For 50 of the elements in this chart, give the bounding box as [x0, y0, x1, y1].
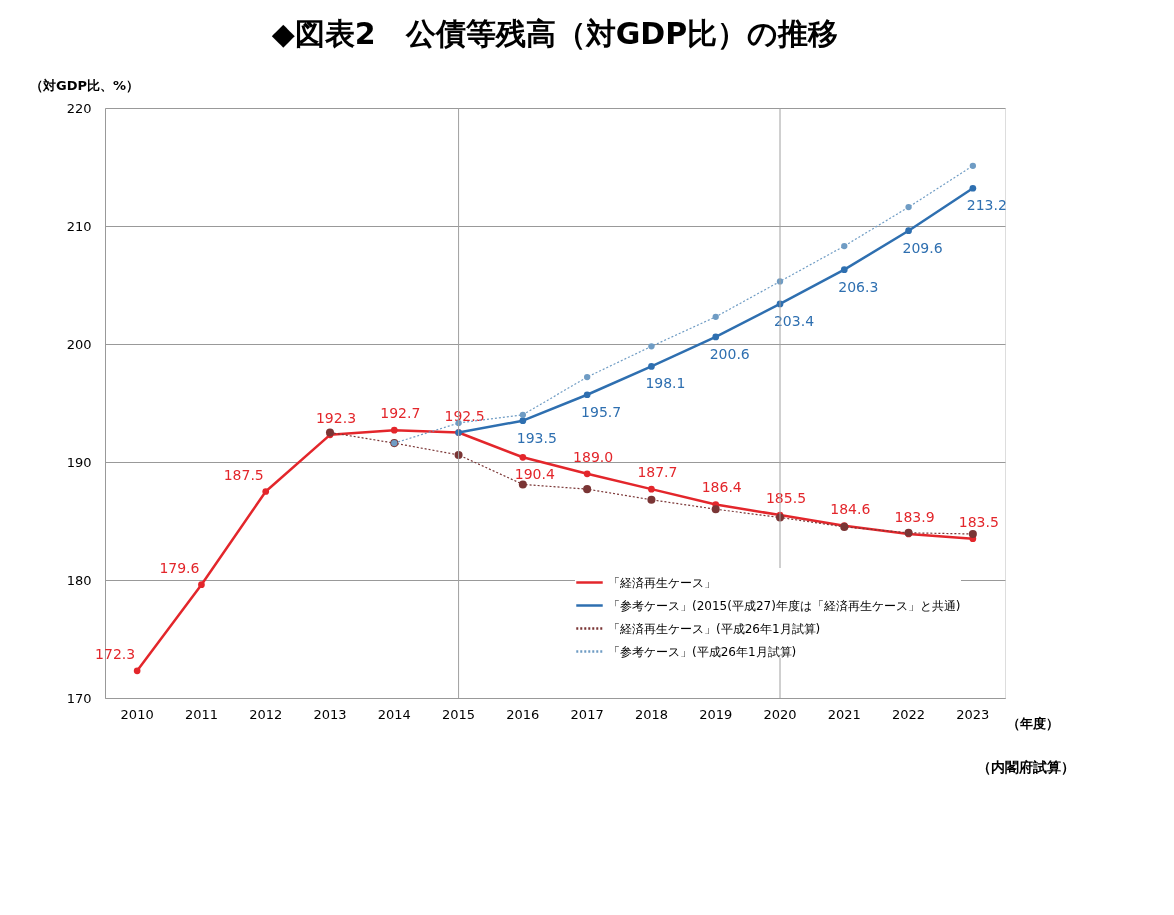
chart-title: ◆図表2 公債等残高（対GDP比）の推移 — [271, 16, 839, 51]
y-tick-label: 190 — [66, 454, 92, 470]
x-tick-label: 2015 — [442, 706, 476, 722]
x-tick-label: 2016 — [506, 706, 540, 722]
x-tick-label: 2021 — [827, 706, 861, 722]
y-axis-title: （対GDP比、%） — [30, 78, 140, 93]
data-label: 213.2 — [966, 197, 1007, 214]
data-label: 209.6 — [902, 239, 943, 256]
data-label: 183.9 — [894, 508, 935, 525]
data-label: 200.6 — [709, 345, 750, 362]
data-label: 172.3 — [95, 645, 136, 662]
data-label: 198.1 — [645, 375, 686, 392]
data-label: 192.7 — [380, 405, 421, 422]
data-label: 187.7 — [637, 464, 678, 481]
x-axis-title: （年度） — [1007, 716, 1059, 731]
x-tick-label: 2020 — [763, 706, 797, 722]
x-tick-label: 2023 — [956, 706, 990, 722]
x-tick-label: 2022 — [892, 706, 926, 722]
legend-label: 「参考ケース」(平成26年1月試算) — [608, 644, 797, 659]
data-label: 206.3 — [838, 278, 879, 295]
legend-label: 「経済再生ケース」(平成26年1月試算) — [608, 621, 821, 636]
x-tick-label: 2012 — [249, 706, 283, 722]
data-label: 192.5 — [444, 407, 485, 424]
y-tick-label: 200 — [66, 336, 92, 352]
y-tick-label: 220 — [66, 100, 92, 116]
data-label: 186.4 — [701, 479, 742, 496]
data-label: 184.6 — [830, 500, 871, 517]
x-tick-label: 2019 — [699, 706, 733, 722]
x-tick-label: 2010 — [120, 706, 154, 722]
data-label: 195.7 — [581, 403, 622, 420]
data-label: 192.3 — [315, 409, 357, 426]
data-label: 187.5 — [223, 466, 264, 483]
legend-label: 「経済再生ケース」 — [608, 575, 716, 590]
x-tick-label: 2017 — [570, 706, 604, 722]
data-label: 193.5 — [516, 429, 557, 446]
data-label: 203.4 — [773, 312, 815, 329]
x-tick-label: 2013 — [313, 706, 347, 722]
data-label: 183.5 — [958, 513, 999, 530]
legend-label: 「参考ケース」(2015(平成27)年度は「経済再生ケース」と共通) — [608, 598, 961, 613]
text: （内閣府試算） — [977, 759, 1075, 775]
y-tick-label: 180 — [66, 572, 92, 588]
y-tick-label: 210 — [66, 218, 92, 234]
data-label: 185.5 — [765, 490, 807, 507]
data-label: 189.0 — [573, 448, 614, 465]
y-tick-label: 170 — [66, 690, 92, 706]
x-tick-label: 2014 — [377, 706, 411, 722]
data-label: 190.4 — [514, 466, 555, 483]
data-label: 179.6 — [159, 559, 200, 576]
x-tick-label: 2011 — [184, 706, 218, 722]
x-tick-label: 2018 — [634, 706, 668, 722]
